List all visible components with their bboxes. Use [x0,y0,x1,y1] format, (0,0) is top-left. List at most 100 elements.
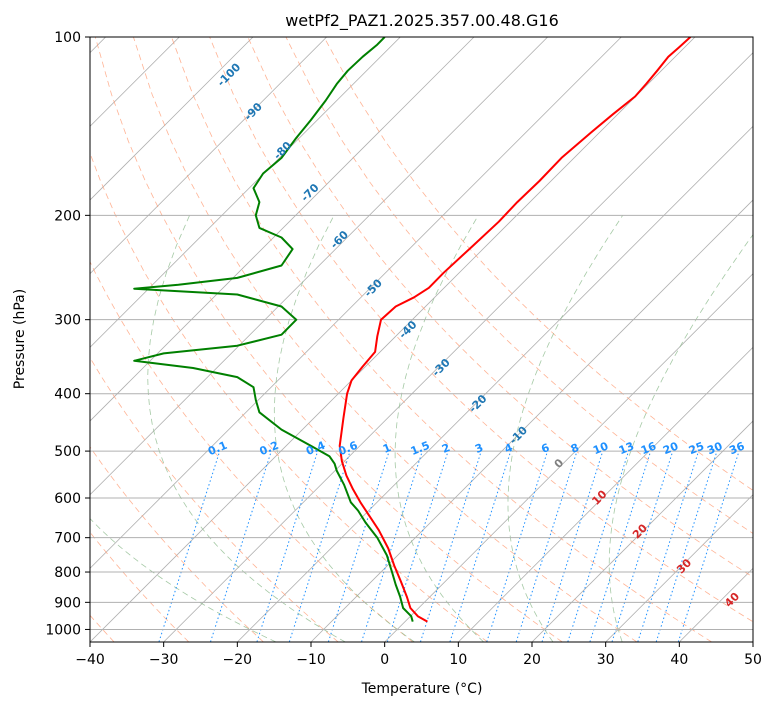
mixing-ratio-label: 1 [381,441,393,456]
background-lines [90,37,753,642]
dry-adiabat-line [133,37,638,642]
mixing-ratio-line [567,453,629,642]
y-axis-title: Pressure (hPa) [12,289,28,389]
isotherm-line [458,346,753,642]
isotherm-line [752,641,753,642]
mixing-ratio-line [327,453,389,642]
x-tick-label: 30 [597,652,615,668]
mixing-ratio-line [158,453,220,642]
mixing-ratio-label: 2 [440,441,452,456]
series-group [133,37,692,623]
mixing-ratio-label: 36 [727,439,746,457]
dry-adiabat-line [90,446,264,642]
x-tick-label: 10 [449,652,467,668]
dry-adiabat-line [90,356,339,642]
mixing-ratio-line [611,453,673,642]
dry-adiabat-line [94,37,563,642]
isotherm-line [163,52,753,642]
isotherm-line [237,125,753,642]
dry-adiabat-label: -60 [328,228,351,251]
mixing-ratio-label: 20 [661,439,680,457]
series-line-1 [133,37,414,622]
mixing-ratio-label: 8 [569,441,581,456]
y-tick-label: 300 [54,313,81,329]
mixing-ratio-line [288,453,350,642]
dry-adiabat-line [90,152,488,642]
y-tick-label: 100 [54,30,81,46]
series-line-0 [338,37,692,623]
moist-adiabat-line [507,215,624,642]
plot-frame [89,36,754,643]
y-tick-label: 400 [54,387,81,403]
x-tick-label: −20 [223,652,253,668]
moist-adiabat-line [273,215,415,642]
chart-title: wetPf2_PAZ1.2025.357.00.48.G16 [285,11,559,31]
y-tick-label: 200 [54,208,81,224]
x-tick-label: 40 [670,652,688,668]
dry-adiabat-label: -30 [430,356,453,379]
mixing-ratio-label: 3 [473,441,485,456]
dry-adiabat-label: -20 [466,392,489,415]
y-tick-label: 500 [54,444,81,460]
isotherm-line [90,37,254,201]
mixing-ratio-label: 0.4 [304,439,327,458]
mixing-ratio-line [256,453,318,642]
y-tick-label: 700 [54,531,81,547]
mixing-ratio-line [515,453,577,642]
y-tick-label: 600 [54,491,81,507]
isotherm-line [605,494,753,642]
isotherm-line [90,37,696,642]
mixing-ratio-line [486,453,548,642]
isotherm-line [90,37,548,496]
isotherm-line [679,567,753,642]
mixing-ratio-line [361,453,422,642]
dry-adiabat-line [209,37,753,623]
mixing-ratio-label: 10 [591,439,610,457]
grid-lines [90,37,753,630]
dry-adiabat-label: -40 [396,318,419,341]
dry-adiabat-label: 20 [630,521,650,541]
dry-adiabat-label: 30 [674,556,694,576]
dry-adiabat-line [323,37,753,491]
dry-adiabat-label: -70 [298,181,321,204]
dry-adiabat-label: -50 [362,276,385,299]
moist-adiabat-line [394,215,484,642]
isotherm-line [90,37,327,275]
dry-adiabat-label: 0 [552,456,567,471]
mixing-ratio-line [677,453,739,642]
isotherm-line [90,37,475,422]
dry-adiabat-label: -80 [271,139,294,162]
mixing-ratio-line [655,453,717,642]
x-tick-label: −40 [75,652,105,668]
mixing-ratio-line [541,453,603,642]
y-tick-label: 900 [54,595,81,611]
mixing-ratio-label: 0.1 [206,439,229,458]
isotherm-line [531,420,753,642]
y-tick-label: 800 [54,565,81,581]
dry-adiabat-line [90,260,414,642]
mixing-ratio-label: 13 [617,440,636,458]
isotherm-line [90,37,401,348]
dry-adiabat-label: -90 [242,100,265,123]
x-tick-label: −30 [149,652,179,668]
dry-adiabat-line [171,37,712,642]
y-tick-label: 1000 [45,622,81,638]
moist-adiabat-line [147,215,346,642]
dry-adiabat-label: 40 [722,590,742,610]
dry-adiabat-label: 10 [589,487,609,507]
dry-adiabat-line [90,531,190,642]
isotherm-line [90,37,622,569]
mixing-ratio-label: 6 [539,441,551,456]
moist-adiabat-line [90,518,277,642]
annotations-group: -100-90-80-70-60-50-40-30-20-10010203040… [206,60,747,610]
isotherm-line [384,273,753,642]
mixing-ratio-label: 16 [639,439,658,457]
mixing-ratio-line [210,453,271,642]
mixing-ratio-label: 25 [687,440,706,458]
mixing-ratio-line [419,453,481,642]
mixing-ratio-label: 1.5 [409,439,432,458]
x-tick-label: 50 [744,652,762,668]
mixing-ratio-line [589,453,651,642]
x-axis-title: Temperature (°C) [361,681,483,697]
